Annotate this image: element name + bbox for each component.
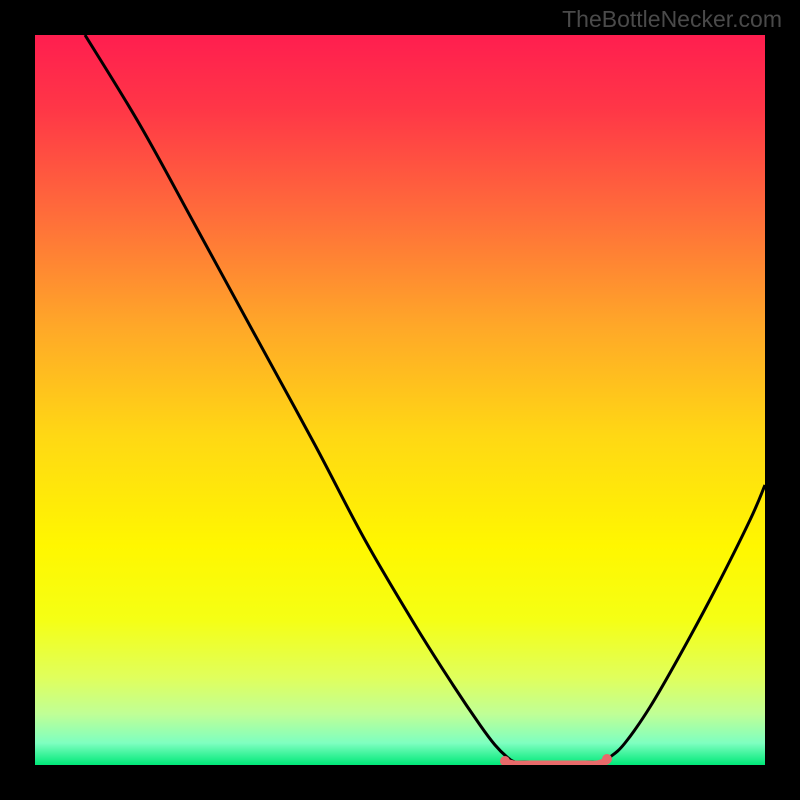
chart-plot-area bbox=[35, 35, 765, 765]
chart-curve-layer bbox=[35, 35, 765, 765]
watermark-text: TheBottleNecker.com bbox=[562, 6, 782, 33]
bottleneck-curve bbox=[85, 35, 765, 762]
optimal-range-marker bbox=[505, 761, 607, 764]
